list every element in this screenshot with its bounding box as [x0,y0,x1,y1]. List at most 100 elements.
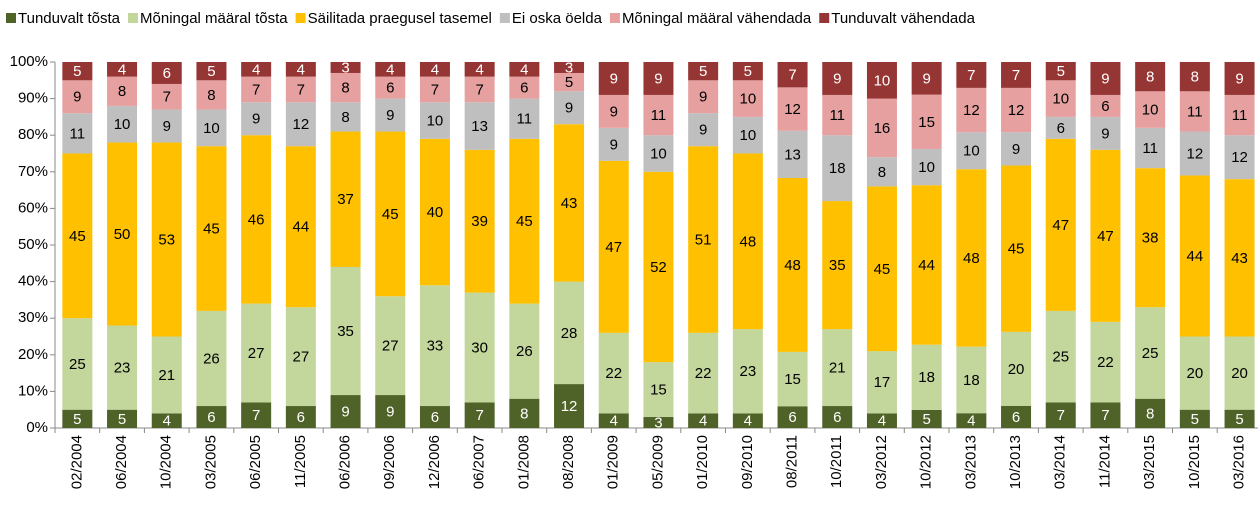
bar-segment [509,76,540,99]
data-label: 9 [610,103,618,120]
bar-segment [822,329,853,407]
data-label: 7 [252,407,260,424]
data-label: 9 [699,89,707,106]
data-label: 27 [293,349,310,366]
bar-segment [1135,127,1166,169]
data-label: 8 [341,80,349,97]
x-tick-label: 06/2005 [247,435,264,489]
data-label: 15 [650,382,667,399]
data-label: 27 [248,345,265,362]
bar-segment [1224,135,1255,180]
y-tick-label: 70% [18,163,48,180]
bar-segment [1224,336,1255,410]
data-label: 13 [471,118,488,135]
bar-segment [62,409,93,428]
bar-segment [196,310,227,407]
data-label: 4 [431,61,439,78]
data-label: 9 [73,89,81,106]
bar-segment [1135,62,1166,92]
data-label: 26 [516,343,533,360]
bar-segment [732,62,763,81]
bar-segment [1224,409,1255,428]
data-label: 5 [118,411,126,428]
data-label: 4 [163,413,171,430]
bar-segment [688,113,719,147]
bar-segment [1090,116,1121,150]
data-label: 33 [427,338,444,355]
bar-segment [554,384,585,428]
data-label: 6 [207,409,215,426]
bar-segment [241,102,272,136]
bar-segment [330,266,361,396]
data-label: 7 [475,407,483,424]
bar-segment [732,153,763,330]
x-tick-label: 03/2014 [1052,435,1069,489]
bar-segment [554,281,585,385]
bar-segment [330,395,361,428]
legend-swatch [609,13,620,23]
data-label: 10 [1052,91,1069,108]
data-label: 20 [1187,365,1204,382]
bar-segment [911,148,942,186]
bar-segment [822,94,853,136]
data-label: 45 [203,220,220,237]
y-tick-label: 100% [10,53,48,70]
bar-segment [1090,62,1121,95]
x-tick-label: 06/2006 [337,435,354,489]
y-tick-label: 0% [26,419,48,436]
data-label: 23 [114,360,131,377]
bar-segment [464,62,495,77]
bar-segment [732,329,763,414]
data-label: 10 [874,72,891,89]
data-label: 48 [963,250,980,267]
x-tick-label: 05/2009 [649,435,666,489]
bar-segment [1045,310,1076,403]
data-label: 12 [784,101,801,118]
bar-segment [777,130,808,178]
bar-segment [688,62,719,81]
bar-segment [554,124,585,282]
bar-segment [375,296,406,396]
bar-segment [732,80,763,117]
bar-segment [643,135,674,172]
data-label: 35 [829,257,846,274]
bar-segment [777,62,808,88]
bar-segment [1224,94,1255,136]
bar-segment [285,307,316,407]
bar-segment [732,413,763,428]
bar-segment [241,135,272,304]
bar-segment [598,413,629,428]
data-label: 8 [1191,69,1199,86]
data-label: 8 [207,87,215,104]
bar-segment [330,131,361,267]
bar-segment [241,303,272,403]
data-label: 10 [918,159,935,176]
bar-segment [151,413,182,428]
bar-segment [688,413,719,428]
bar-segment [688,146,719,333]
data-label: 9 [1101,125,1109,142]
bar-segment [643,362,674,418]
data-label: 45 [1008,241,1025,258]
bar-segment [598,160,629,333]
x-tick-label: 01/2010 [694,435,711,489]
bar-segment [911,62,942,95]
data-label: 9 [163,118,171,135]
x-tick-label: 08/2011 [784,435,801,488]
bar-segment [554,91,585,125]
bar-segment [598,62,629,95]
data-label: 6 [788,409,796,426]
bar-segment [1001,331,1032,406]
data-label: 7 [431,81,439,98]
bar-segment [911,185,942,345]
data-label: 9 [386,107,394,124]
x-tick-label: 03/2015 [1141,435,1158,489]
data-label: 23 [740,363,757,380]
data-label: 11 [1187,103,1203,120]
bar-segment [598,94,629,128]
data-label: 53 [158,231,175,248]
data-label: 7 [1057,407,1065,424]
bar-segment [107,76,138,106]
data-label: 7 [967,67,975,84]
bar-segment [107,142,138,326]
